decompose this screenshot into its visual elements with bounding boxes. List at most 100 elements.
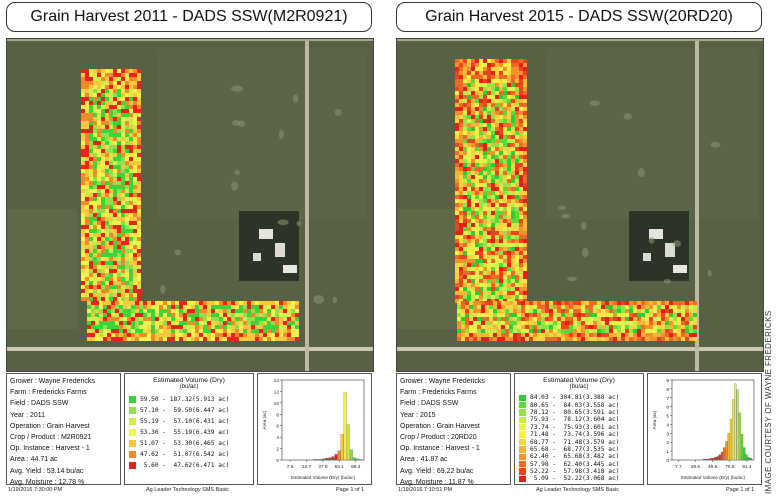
- yield-cell: [247, 309, 251, 313]
- yield-cell: [459, 187, 463, 191]
- yield-cell: [499, 231, 503, 235]
- yield-cell: [121, 265, 125, 269]
- yield-cell: [463, 123, 467, 127]
- yield-cell: [109, 157, 113, 161]
- yield-cell: [637, 325, 641, 329]
- yield-cell: [507, 151, 511, 155]
- yield-cell: [81, 293, 85, 297]
- yield-cell: [491, 187, 495, 191]
- yield-cell: [669, 329, 673, 333]
- legend-row: 75.93 - 78.12(3.604 ac): [515, 416, 643, 423]
- yield-cell: [295, 313, 299, 317]
- yield-cell: [477, 313, 481, 317]
- yield-cell: [541, 329, 545, 333]
- yield-cell: [461, 313, 465, 317]
- yield-map[interactable]: [396, 38, 764, 372]
- yield-cell: [113, 109, 117, 113]
- yield-cell: [495, 255, 499, 259]
- yield-cell: [581, 333, 585, 337]
- yield-cell: [129, 165, 133, 169]
- yield-cell: [483, 263, 487, 267]
- field-patch: [581, 221, 587, 230]
- yield-cell: [561, 337, 565, 341]
- yield-cell: [109, 145, 113, 149]
- yield-map[interactable]: [6, 38, 374, 372]
- legend-row: 71.48 - 73.74(3.596 ac): [515, 431, 643, 438]
- yield-cell: [129, 129, 133, 133]
- yield-cell: [129, 89, 133, 93]
- yield-cell: [483, 115, 487, 119]
- yield-cell: [499, 143, 503, 147]
- yield-cell: [101, 165, 105, 169]
- yield-cell: [231, 337, 235, 341]
- yield-cell: [105, 77, 109, 81]
- yield-cell: [503, 191, 507, 195]
- yield-cell: [483, 135, 487, 139]
- yield-cell: [649, 325, 653, 329]
- yield-cell: [483, 95, 487, 99]
- yield-cell: [511, 79, 515, 83]
- yield-cell: [89, 253, 93, 257]
- yield-cell: [561, 305, 565, 309]
- yield-cell: [467, 239, 471, 243]
- yield-cell: [109, 125, 113, 129]
- yield-cell: [463, 111, 467, 115]
- yield-cell: [461, 333, 465, 337]
- yield-cell: [689, 313, 693, 317]
- yield-cell: [137, 145, 141, 149]
- yield-cell: [463, 191, 467, 195]
- yield-cell: [519, 87, 523, 91]
- yield-cell: [475, 223, 479, 227]
- yield-cell: [263, 325, 267, 329]
- yield-cell: [223, 301, 227, 305]
- yield-cell: [85, 253, 89, 257]
- yield-cell: [471, 211, 475, 215]
- yield-cell: [491, 211, 495, 215]
- yield-cell: [487, 203, 491, 207]
- histogram-bar: [718, 454, 721, 461]
- yield-cell: [113, 217, 117, 221]
- yield-cell: [541, 321, 545, 325]
- yield-cell: [133, 269, 137, 273]
- yield-cell: [471, 163, 475, 167]
- yield-cell: [573, 321, 577, 325]
- histogram-bar: [334, 454, 338, 461]
- yield-cell: [455, 239, 459, 243]
- legend-label: 5.09 - 52.22(3.068 ac): [530, 475, 620, 483]
- yield-cell: [489, 309, 493, 313]
- yield-cell: [693, 337, 697, 341]
- yield-cell: [491, 67, 495, 71]
- yield-cell: [487, 107, 491, 111]
- yield-cell: [121, 189, 125, 193]
- yield-cell: [471, 287, 475, 291]
- yield-cell: [111, 309, 115, 313]
- x-tick-label: 91.4: [742, 464, 752, 470]
- yield-cell: [163, 337, 167, 341]
- yield-cell: [121, 177, 125, 181]
- yield-cell: [279, 317, 283, 321]
- legend-label: 51.07 - 53.30(6.465 ac): [140, 440, 230, 447]
- yield-cell: [455, 215, 459, 219]
- yield-cell: [529, 329, 533, 333]
- yield-cell: [483, 291, 487, 295]
- yield-cell: [203, 337, 207, 341]
- yield-cell: [515, 191, 519, 195]
- yield-cell: [511, 115, 515, 119]
- yield-cell: [91, 305, 95, 309]
- yield-cell: [519, 115, 523, 119]
- yield-cell: [263, 301, 267, 305]
- yield-cell: [81, 125, 85, 129]
- yield-cell: [93, 249, 97, 253]
- yield-cell: [503, 83, 507, 87]
- yield-cell: [97, 217, 101, 221]
- yield-cell: [685, 329, 689, 333]
- yield-cell: [589, 301, 593, 305]
- yield-cell: [561, 313, 565, 317]
- yield-cell: [455, 275, 459, 279]
- yield-cell: [143, 313, 147, 317]
- yield-cell: [557, 305, 561, 309]
- yield-cell: [491, 191, 495, 195]
- yield-cell: [511, 127, 515, 131]
- yield-cell: [459, 279, 463, 283]
- yield-cell: [507, 171, 511, 175]
